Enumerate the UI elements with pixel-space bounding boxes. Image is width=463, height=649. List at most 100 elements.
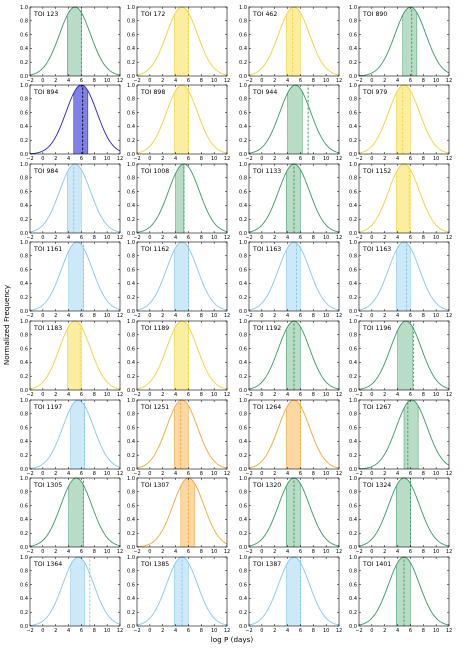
y-tick-label: 0.6 xyxy=(127,189,135,195)
x-tick-label: 10 xyxy=(211,313,217,319)
panel: −2 0 2 4 6 8 10 12 0.0 0.2 0.4 0.6 0.8 1.0 TOI 1197 xyxy=(20,398,123,477)
y-tick-label: 0.6 xyxy=(239,32,247,38)
y-tick-label: 0.2 xyxy=(20,531,28,537)
x-tick-label: 4 xyxy=(396,471,399,477)
y-tick-label: 0.8 xyxy=(239,254,247,260)
x-tick-label: 6 xyxy=(409,392,412,398)
y-tick-label: 0.4 xyxy=(349,281,357,287)
x-tick-label: −2 xyxy=(245,549,252,555)
x-tick-label: −2 xyxy=(355,313,362,319)
panel: −2 0 2 4 6 8 10 12 0.0 0.2 0.4 0.6 0.8 1.0 TOI 123 xyxy=(20,5,123,84)
x-tick-label: 8 xyxy=(312,628,315,634)
panel: −2 0 2 4 6 8 10 12 0.0 0.2 0.4 0.6 0.8 1.0 TOI 1305 xyxy=(20,476,123,555)
y-tick-label: 0.0 xyxy=(349,309,357,315)
x-tick-label: 12 xyxy=(446,235,452,241)
x-tick-label: 2 xyxy=(54,471,57,477)
y-tick-label: 0.0 xyxy=(349,388,357,394)
y-tick-label: 1.0 xyxy=(239,319,247,325)
confidence-band xyxy=(180,478,195,547)
y-tick-label: 0.8 xyxy=(239,97,247,103)
x-tick-label: 2 xyxy=(383,78,386,84)
x-tick-label: 6 xyxy=(299,235,302,241)
x-tick-label: −2 xyxy=(245,392,252,398)
x-tick-label: 6 xyxy=(299,156,302,162)
confidence-band xyxy=(175,164,184,233)
panel: −2 0 2 4 6 8 10 12 0.0 0.2 0.4 0.6 0.8 1.0 TOI 1192 xyxy=(239,319,342,398)
axes-frame xyxy=(358,84,450,155)
x-tick-label: 12 xyxy=(117,78,123,84)
y-tick-label: 0.6 xyxy=(127,267,135,273)
axes-frame xyxy=(136,399,228,470)
x-tick-label: −2 xyxy=(133,471,140,477)
confidence-band xyxy=(67,164,82,233)
y-tick-label: 0.2 xyxy=(20,295,28,301)
x-tick-label: 12 xyxy=(446,78,452,84)
y-tick-label: 0.0 xyxy=(127,624,135,630)
x-tick-label: 10 xyxy=(104,628,110,634)
panel: −2 0 2 4 6 8 10 12 0.0 0.2 0.4 0.6 0.8 1.0 TOI 1385 xyxy=(127,555,230,634)
y-tick-label: 0.2 xyxy=(20,453,28,459)
y-tick-label: 0.0 xyxy=(349,231,357,237)
x-tick-label: 8 xyxy=(93,313,96,319)
x-tick-label: 0 xyxy=(148,313,151,319)
x-tick-label: 4 xyxy=(174,235,177,241)
x-tick-label: 4 xyxy=(286,78,289,84)
panel-grid: −2 0 2 4 6 8 10 12 0.0 0.2 0.4 0.6 0.8 1.0 TOI 123 −2 0 2… xyxy=(20,5,452,634)
confidence-band xyxy=(70,400,85,469)
y-tick-label: 0.0 xyxy=(349,545,357,551)
y-tick-label: 0.0 xyxy=(127,231,135,237)
y-tick-label: 0.8 xyxy=(127,97,135,103)
x-tick-label: 2 xyxy=(383,313,386,319)
x-tick-label: −2 xyxy=(133,549,140,555)
x-tick-label: 2 xyxy=(161,235,164,241)
y-tick-label: 1.0 xyxy=(239,240,247,246)
x-tick-label: 2 xyxy=(273,78,276,84)
y-tick-label: 0.6 xyxy=(349,110,357,116)
x-tick-label: −2 xyxy=(355,156,362,162)
panel-title: TOI 1189 xyxy=(140,325,169,332)
panel-title: TOI 1251 xyxy=(140,404,169,411)
x-tick-label: 8 xyxy=(312,313,315,319)
y-tick-label: 0.4 xyxy=(127,281,135,287)
x-tick-label: 8 xyxy=(312,156,315,162)
x-tick-label: 10 xyxy=(104,235,110,241)
y-tick-label: 0.0 xyxy=(239,309,247,315)
x-tick-label: 8 xyxy=(200,471,203,477)
panel-title: TOI 1161 xyxy=(33,246,62,253)
x-tick-label: 0 xyxy=(260,471,263,477)
axes-frame xyxy=(136,477,228,548)
axes-frame xyxy=(136,241,228,312)
x-tick-label: 10 xyxy=(104,549,110,555)
x-tick-label: 4 xyxy=(67,471,70,477)
panel-title: TOI 462 xyxy=(252,11,277,18)
x-tick-label: 12 xyxy=(117,628,123,634)
y-tick-label: 0.2 xyxy=(127,610,135,616)
y-tick-label: 0.0 xyxy=(20,467,28,473)
x-tick-label: 12 xyxy=(336,471,342,477)
y-tick-label: 0.2 xyxy=(239,453,247,459)
x-tick-label: −2 xyxy=(355,549,362,555)
x-tick-label: 8 xyxy=(312,549,315,555)
axes-frame xyxy=(29,399,121,470)
x-tick-label: 4 xyxy=(396,156,399,162)
x-tick-label: 6 xyxy=(187,628,190,634)
y-tick-label: 0.6 xyxy=(20,32,28,38)
y-tick-label: 0.8 xyxy=(127,176,135,182)
y-tick-label: 1.0 xyxy=(239,555,247,561)
y-tick-label: 0.2 xyxy=(239,295,247,301)
x-tick-label: 12 xyxy=(117,235,123,241)
y-axis-label: Normalized Frequency xyxy=(2,284,11,365)
panel-title: TOI 1008 xyxy=(140,168,169,175)
x-tick-label: 12 xyxy=(224,628,230,634)
x-tick-label: 6 xyxy=(409,549,412,555)
panel-title: TOI 1133 xyxy=(252,168,281,175)
y-tick-label: 1.0 xyxy=(349,83,357,89)
axes-frame xyxy=(358,163,450,234)
y-tick-label: 0.8 xyxy=(349,412,357,418)
y-tick-label: 0.8 xyxy=(127,569,135,575)
axes-frame xyxy=(29,241,121,312)
y-tick-label: 1.0 xyxy=(20,83,28,89)
x-tick-label: −2 xyxy=(26,235,33,241)
x-tick-label: −2 xyxy=(26,628,33,634)
x-tick-label: 2 xyxy=(161,549,164,555)
